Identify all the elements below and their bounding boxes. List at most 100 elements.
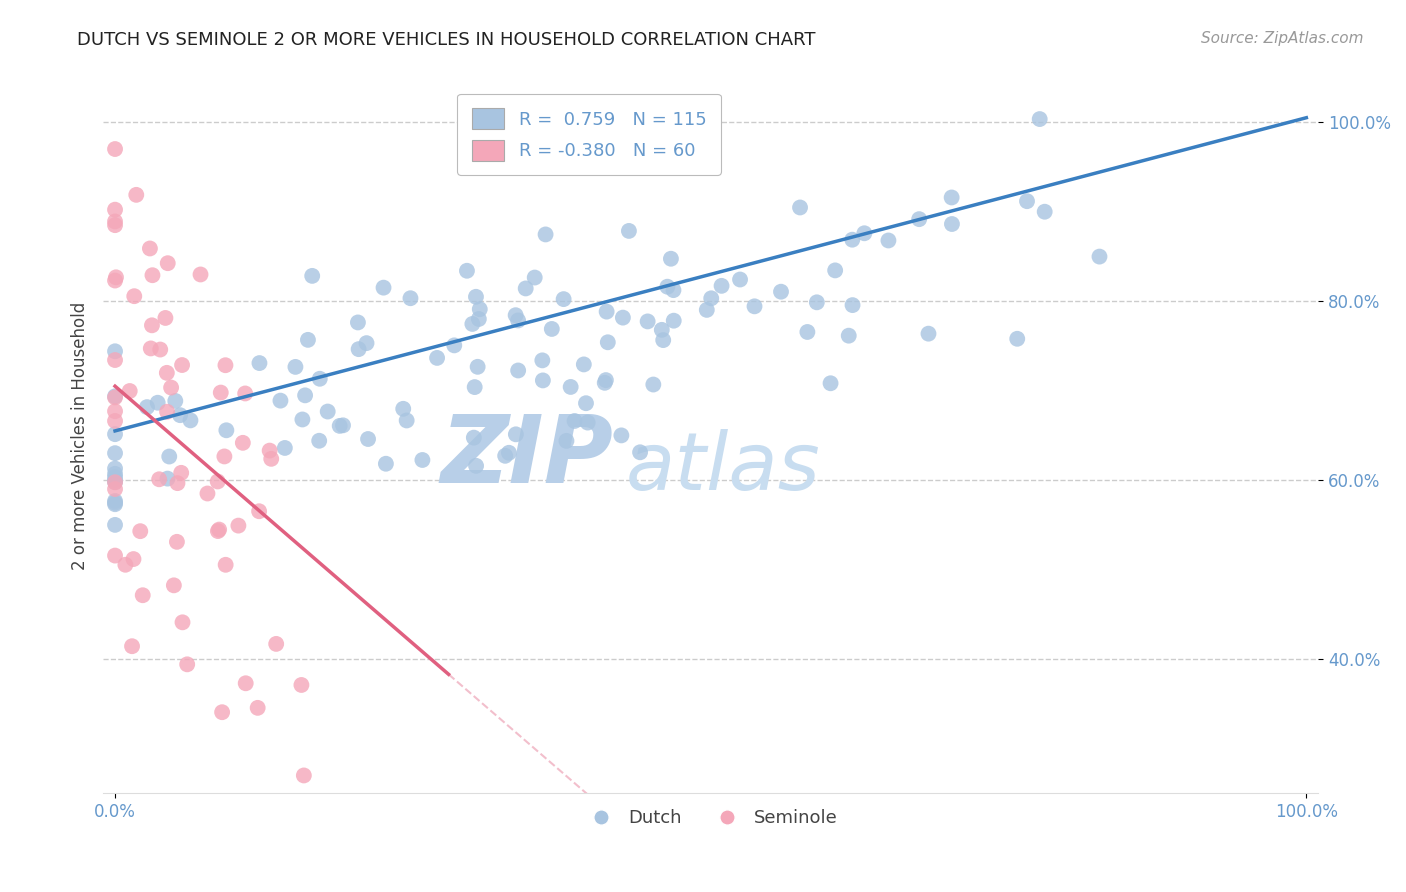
Point — [166, 534, 188, 549]
Point — [214, 558, 236, 572]
Point — [260, 451, 283, 466]
Point — [877, 234, 900, 248]
Point — [104, 517, 127, 532]
Point — [170, 358, 193, 372]
Point — [114, 558, 136, 572]
Point — [700, 291, 723, 305]
Point — [515, 281, 537, 295]
Point — [332, 418, 354, 433]
Point — [523, 270, 546, 285]
Point — [104, 470, 127, 484]
Point — [209, 385, 232, 400]
Point — [399, 291, 422, 305]
Point — [357, 432, 380, 446]
Point — [246, 701, 269, 715]
Point — [612, 310, 634, 325]
Point — [104, 446, 127, 460]
Point — [572, 358, 595, 372]
Point — [104, 344, 127, 359]
Point — [316, 404, 339, 418]
Point — [373, 280, 395, 294]
Point — [596, 335, 619, 350]
Point — [595, 304, 617, 318]
Point — [301, 268, 323, 283]
Point — [941, 217, 963, 231]
Point — [104, 497, 127, 511]
Point — [156, 472, 179, 486]
Point — [1028, 112, 1050, 126]
Point — [207, 524, 229, 538]
Point — [104, 391, 127, 405]
Point — [129, 524, 152, 538]
Point — [104, 389, 127, 403]
Point — [651, 323, 673, 337]
Point — [284, 359, 307, 374]
Point — [104, 274, 127, 288]
Point — [494, 449, 516, 463]
Point — [172, 615, 194, 630]
Point — [104, 482, 127, 496]
Point — [941, 190, 963, 204]
Point — [508, 363, 530, 377]
Point — [132, 588, 155, 602]
Point — [662, 283, 685, 297]
Point — [214, 450, 236, 464]
Y-axis label: 2 or more Vehicles in Household: 2 or more Vehicles in Household — [72, 301, 89, 569]
Point — [908, 212, 931, 227]
Point — [122, 289, 145, 303]
Point — [104, 461, 127, 475]
Point — [560, 380, 582, 394]
Point — [659, 252, 682, 266]
Point — [122, 552, 145, 566]
Point — [104, 496, 127, 510]
Point — [274, 441, 297, 455]
Point — [498, 446, 520, 460]
Point — [104, 353, 127, 368]
Point — [628, 445, 651, 459]
Point — [232, 435, 254, 450]
Point — [169, 408, 191, 422]
Point — [269, 393, 291, 408]
Point — [104, 202, 127, 217]
Point — [610, 428, 633, 442]
Point — [789, 201, 811, 215]
Point — [617, 224, 640, 238]
Point — [461, 317, 484, 331]
Point — [652, 333, 675, 347]
Point — [104, 427, 127, 442]
Point — [824, 263, 846, 277]
Point — [207, 475, 229, 489]
Point — [595, 373, 617, 387]
Point — [531, 373, 554, 387]
Point — [662, 314, 685, 328]
Point — [465, 290, 488, 304]
Point — [104, 218, 127, 232]
Point — [149, 343, 172, 357]
Point — [291, 412, 314, 426]
Point — [235, 676, 257, 690]
Point — [247, 504, 270, 518]
Point — [264, 637, 287, 651]
Point — [356, 336, 378, 351]
Text: atlas: atlas — [626, 429, 820, 507]
Point — [148, 472, 170, 486]
Point — [426, 351, 449, 365]
Point — [165, 393, 187, 408]
Point — [215, 423, 238, 437]
Point — [104, 467, 127, 481]
Point — [156, 405, 179, 419]
Point — [233, 386, 256, 401]
Point — [468, 312, 491, 326]
Point — [464, 380, 486, 394]
Point — [347, 315, 370, 329]
Point — [156, 256, 179, 270]
Point — [564, 414, 586, 428]
Point — [139, 242, 162, 256]
Point — [534, 227, 557, 242]
Point — [125, 187, 148, 202]
Point — [806, 295, 828, 310]
Point — [176, 657, 198, 672]
Point — [155, 310, 177, 325]
Point — [506, 313, 529, 327]
Point — [917, 326, 939, 341]
